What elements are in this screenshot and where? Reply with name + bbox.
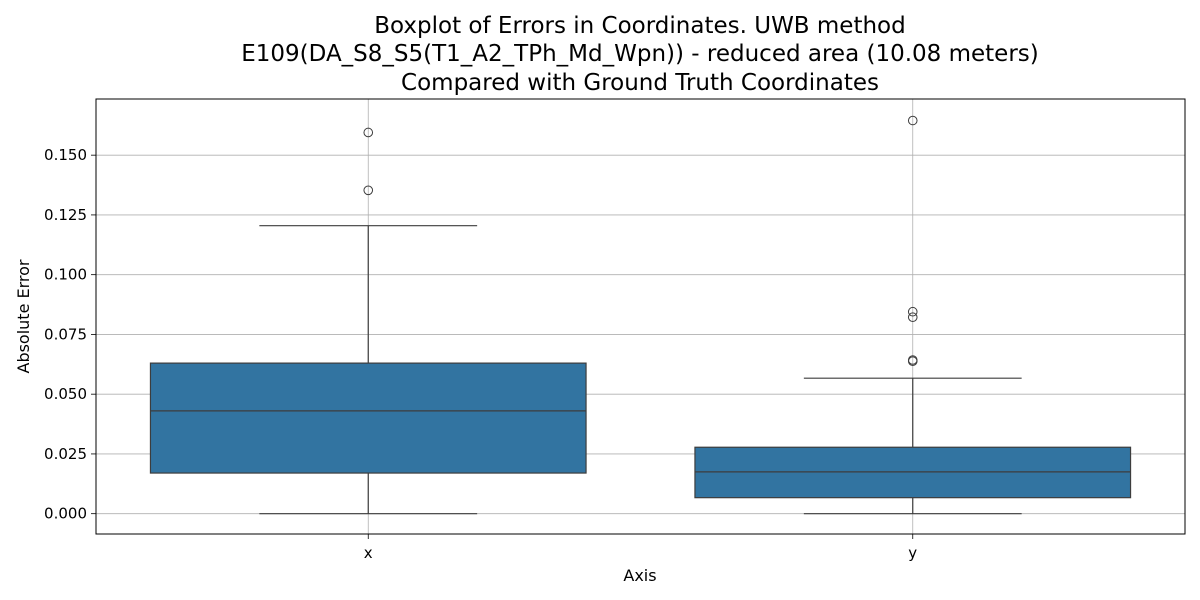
x-tick-label: x <box>364 544 373 562</box>
chart-title: Boxplot of Errors in Coordinates. UWB me… <box>241 13 1039 96</box>
chart-title-line-3: Compared with Ground Truth Coordinates <box>401 70 879 96</box>
y-tick-label: 0.025 <box>44 445 87 463</box>
outlier-point <box>907 355 918 365</box>
outlier-point <box>363 185 374 196</box>
y-tick-label: 0.050 <box>44 385 87 403</box>
x-tick-label: y <box>908 544 917 562</box>
y-tick-label: 0.100 <box>44 266 87 284</box>
y-tick-label: 0.150 <box>44 146 87 164</box>
tick-layer: 0.000 0.025 0.050 0.075 0.100 0.125 0.150 x y <box>44 146 917 562</box>
box-group-x <box>149 127 587 515</box>
outlier-point <box>907 306 918 317</box>
box-iqr <box>149 362 587 474</box>
x-axis-label: Axis <box>623 566 656 585</box>
outlier-point <box>363 127 374 138</box>
y-tick-label: 0.075 <box>44 325 87 343</box>
plot-frame <box>95 98 1186 535</box>
chart-title-line-1: Boxplot of Errors in Coordinates. UWB me… <box>374 13 905 39</box>
outlier-point <box>907 312 918 323</box>
box-layer <box>149 115 1132 515</box>
y-axis-label: Absolute Error <box>14 259 33 373</box>
y-tick-label: 0.125 <box>44 206 87 224</box>
y-tick-label: 0.000 <box>44 505 87 523</box>
chart-title-line-2: E109(DA_S8_S5(T1_A2_TPh_Md_Wpn)) - reduc… <box>241 41 1039 67</box>
box-group-y <box>694 115 1132 515</box>
outlier-point <box>907 115 918 126</box>
